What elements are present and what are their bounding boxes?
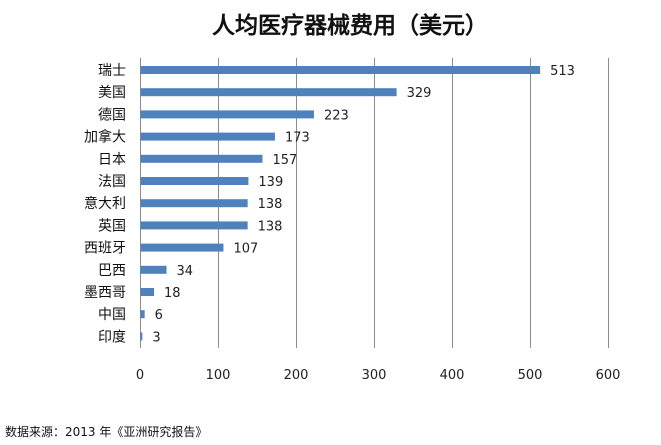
bar [140,177,249,185]
data-label: 173 [285,131,310,146]
bar [140,288,155,296]
x-axis-tick-labels: 0 100 200 300 400 500 600 [136,368,621,383]
x-tick-label: 400 [440,368,465,383]
chart-title: 人均医疗器械费用（美元） [212,12,488,39]
bar [140,199,248,208]
bar [140,132,275,141]
category-label: 法国 [98,174,126,190]
bar [140,243,224,252]
data-label: 3 [152,330,160,345]
source-note: 数据来源：2013 年《亚洲研究报告》 [5,424,207,439]
category-label: 墨西哥 [84,285,126,301]
category-label: 美国 [98,85,126,101]
gridlines [140,58,609,348]
data-label: 18 [164,286,181,301]
data-label: 157 [272,153,297,168]
category-label: 日本 [98,152,126,168]
data-label: 138 [258,219,283,234]
x-tick-label: 200 [284,368,309,383]
data-label: 138 [258,197,283,212]
data-label: 6 [155,308,163,323]
bar [140,310,145,319]
category-label: 印度 [98,329,126,345]
data-label: 513 [550,64,575,79]
x-tick-label: 500 [518,368,543,383]
data-label: 107 [233,242,258,257]
data-label: 223 [324,108,349,123]
category-label: 西班牙 [84,241,126,257]
category-label: 中国 [98,307,126,323]
x-tick-label: 100 [206,368,231,383]
data-label: 139 [258,175,283,190]
bar [140,221,248,230]
bar [140,110,314,119]
bars [140,66,541,341]
category-label: 瑞士 [98,63,126,79]
x-tick-label: 600 [596,368,621,383]
category-label: 意大利 [84,195,126,212]
category-label: 加拿大 [84,129,126,146]
category-label: 巴西 [98,263,126,279]
bar [140,154,263,163]
bar [140,332,143,341]
bar [140,66,541,74]
x-tick-label: 0 [136,368,144,383]
bar [140,88,397,97]
data-label: 329 [407,86,432,101]
bar [140,265,167,274]
x-tick-label: 300 [362,368,387,383]
category-label: 英国 [98,217,126,234]
data-label: 34 [177,264,194,279]
category-label: 德国 [98,107,126,123]
